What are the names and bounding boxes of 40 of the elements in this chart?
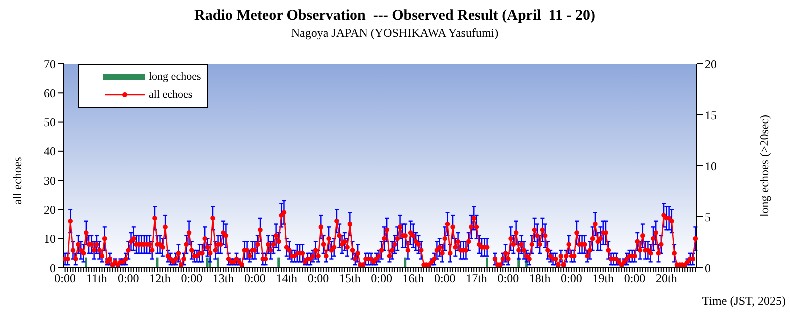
y2-tick-label: 0: [705, 261, 711, 276]
x-tick-label: 18th: [529, 272, 551, 286]
y2-tick-label: 20: [705, 57, 717, 72]
x-tick-label: 16th: [402, 272, 424, 286]
y-tick-label: 0: [50, 261, 56, 276]
legend-label: all echoes: [149, 89, 193, 101]
y-axis-title: all echoes: [10, 157, 26, 205]
x-tick-label: 15th: [339, 272, 361, 286]
x-tick-label: 0:00: [244, 272, 266, 286]
y-tick-label: 40: [44, 144, 56, 159]
x-tick-label: 0:00: [561, 272, 582, 286]
chart-subtitle: Nagoya JAPAN (YOSHIKAWA Yasufumi): [290, 26, 500, 41]
y-tick-label: 20: [44, 202, 56, 217]
x-tick-label: 0:00: [54, 272, 76, 286]
legend-label: long echoes: [149, 71, 202, 83]
x-tick-label: 0:00: [624, 272, 646, 286]
x-tick-label: 0:00: [498, 272, 520, 286]
y-tick-label: 60: [44, 86, 56, 100]
x-tick-label: 13th: [212, 272, 234, 286]
y-tick-label: 10: [44, 232, 56, 246]
x-tick-label: 14th: [276, 272, 298, 286]
y2-axis-title: long echoes (>20sec): [758, 114, 772, 218]
y2-tick-label: 15: [705, 108, 717, 122]
x-tick-label: 0:00: [181, 272, 203, 286]
y-tick-label: 50: [44, 116, 56, 130]
x-tick-label: 0:00: [118, 272, 140, 286]
y-tick-label: 30: [44, 174, 56, 188]
x-tick-label: 11th: [86, 272, 108, 286]
x-tick-label: 0:00: [371, 272, 392, 286]
x-tick-label: 12th: [150, 272, 171, 286]
x-tick-label: 20th: [656, 272, 678, 286]
x-axis-title: Time (JST, 2025): [702, 294, 786, 309]
x-tick-label: 0:00: [434, 272, 456, 286]
x-tick-label: 19th: [592, 272, 614, 286]
y2-tick-label: 10: [705, 159, 717, 174]
x-tick-label: 0:00: [308, 272, 330, 286]
chart-title: Radio Meteor Observation --- Observed Result (April 11 - 20): [194, 8, 596, 25]
y-tick-label: 70: [44, 57, 56, 72]
y2-tick-label: 5: [705, 210, 711, 224]
x-tick-label: 17th: [466, 272, 488, 286]
